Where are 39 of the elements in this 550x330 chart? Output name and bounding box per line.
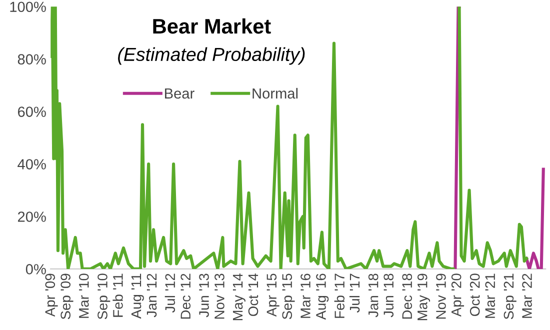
x-tick-label: Feb '11 [112, 274, 123, 317]
x-tick-label: Jun '13 [199, 274, 209, 318]
legend-label: Normal [252, 88, 298, 99]
x-tick-label: Feb '17 [334, 274, 344, 318]
x-tick-label: Nov '13 [214, 274, 224, 319]
x-tick-label: Dec '18 [402, 274, 412, 319]
y-tick-label: 20% [18, 212, 46, 222]
x-tick-label: Jul '17 [349, 274, 360, 313]
legend-label: Bear [165, 88, 194, 99]
x-tick-label: Dec '12 [180, 274, 191, 319]
x-tick-label: Aug '11 [131, 274, 144, 319]
x-tick-label: Aug '16 [316, 274, 329, 320]
x-tick-label: Jul '12 [164, 274, 176, 313]
x-tick-label: Apr '15 [266, 274, 280, 317]
x-tick-label: Apr '20 [451, 274, 464, 317]
x-tick-label: Oct '14 [248, 274, 258, 316]
x-tick-label: Mar '16 [300, 274, 310, 318]
x-tick-label: Jan '12 [146, 274, 157, 318]
x-tick-label: Oct '20 [470, 274, 480, 316]
x-tick-label: Sep '09 [60, 274, 74, 320]
x-tick-label: Sep '21 [504, 274, 516, 320]
x-tick-label: May '14 [232, 274, 246, 320]
y-tick-label: 80% [18, 54, 46, 64]
y-tick-label: 40% [18, 159, 46, 170]
y-tick-label: 0% [26, 264, 46, 274]
text: (Estimated Probability) [118, 47, 305, 65]
x-tick-label: Apr '09 [45, 274, 58, 317]
x-tick-label: Jan '18 [368, 274, 378, 318]
x-tick-label: Mar '21 [485, 274, 496, 318]
x-tick-label: May '19 [417, 274, 430, 320]
x-tick-label: Sep '10 [98, 274, 110, 320]
x-tick-label: Nov '19 [436, 274, 446, 319]
x-tick-label: Jun '18 [384, 274, 394, 318]
x-tick-label: Mar '22 [522, 274, 532, 318]
x-tick-label: Sep '15 [282, 274, 295, 320]
chart-title: Bear Market [153, 18, 271, 34]
y-tick-label: 60% [18, 106, 46, 117]
x-tick-label: Mar '10 [78, 274, 89, 318]
y-tick-label: 100% [10, 2, 46, 12]
